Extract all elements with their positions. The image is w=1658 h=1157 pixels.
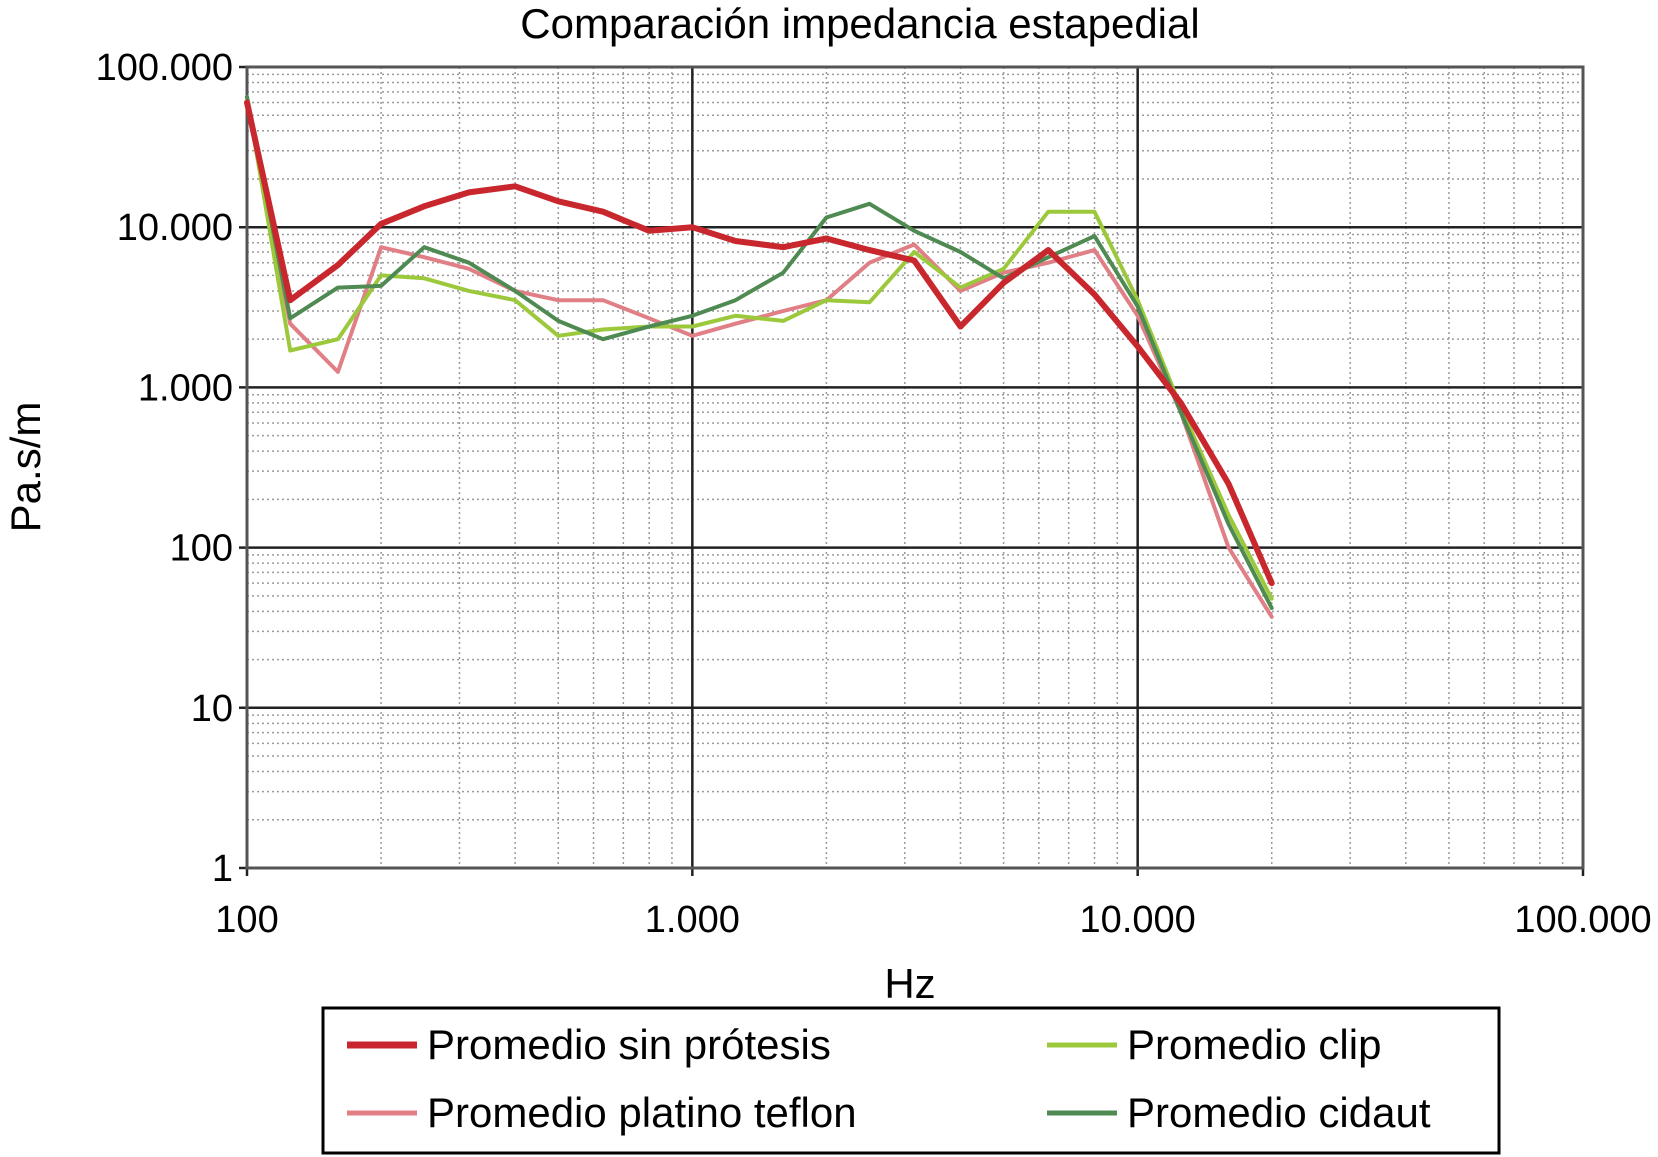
x-tick-label: 100.000	[1514, 899, 1651, 941]
major-grid	[239, 65, 1585, 876]
y-axis-label: Pa.s/m	[2, 402, 49, 533]
y-tick-label: 100	[170, 528, 233, 570]
series-line-4	[245, 95, 1274, 610]
x-axis-label: Hz	[884, 960, 935, 1007]
minor-grid	[247, 67, 1583, 868]
series-layer	[244, 95, 1275, 619]
y-tick-label: 10	[191, 688, 233, 730]
legend-label: Promedio clip	[1127, 1021, 1381, 1068]
series-line-3	[245, 95, 1274, 601]
chart-title: Comparación impedancia estapedial	[520, 0, 1199, 47]
x-tick-labels: 100 1.000 10.000 100.000	[215, 899, 1651, 941]
series-line-1	[244, 99, 1275, 587]
x-tick-label: 10.000	[1080, 899, 1196, 941]
x-tick-label: 1.000	[645, 899, 740, 941]
y-tick-labels: 1 10 100 1.000 10.000 100.000	[96, 47, 233, 890]
y-tick-label: 1.000	[138, 367, 233, 409]
y-tick-label: 100.000	[96, 47, 233, 89]
x-tick-label: 100	[215, 899, 278, 941]
legend-entries: Promedio sin prótesis Promedio platino te…	[347, 1021, 1431, 1136]
y-tick-label: 1	[212, 848, 233, 890]
legend-label: Promedio sin prótesis	[427, 1021, 831, 1068]
plot-frame	[245, 65, 1585, 870]
legend	[321, 1006, 1501, 1155]
legend-label: Promedio platino teflon	[427, 1089, 857, 1136]
y-tick-label: 10.000	[117, 207, 233, 249]
legend-label: Promedio cidaut	[1127, 1089, 1431, 1136]
